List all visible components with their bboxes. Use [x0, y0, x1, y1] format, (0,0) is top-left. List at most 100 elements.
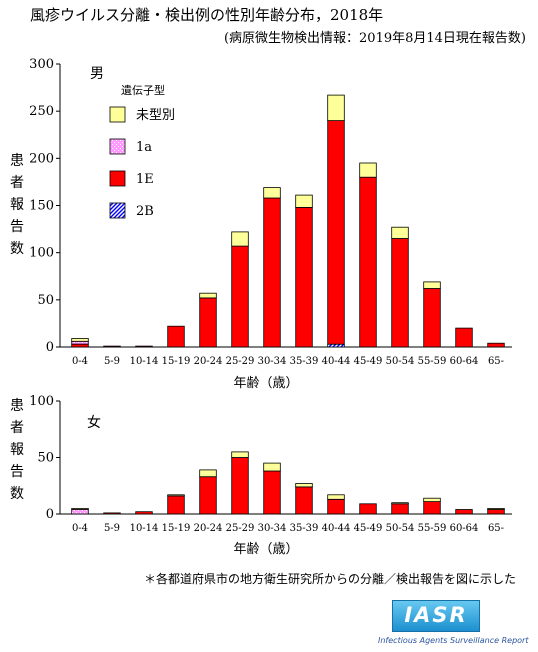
bar-1E-0-4 — [71, 343, 89, 348]
bar-1E-10-14 — [135, 511, 153, 515]
bar-unknown-65- — [487, 507, 505, 510]
x-tick-label: 30-34 — [258, 356, 287, 367]
bar-1a-0-4 — [71, 340, 89, 345]
legend-swatch-1a — [109, 138, 126, 155]
x-tick-label: 25-29 — [226, 523, 255, 534]
bar-unknown-45-49 — [359, 162, 377, 178]
bar-1E-5-9 — [103, 512, 121, 515]
legend-swatch-unknown — [109, 106, 126, 123]
bar-1E-40-44 — [327, 498, 345, 515]
iasr-logo: IASR — [392, 600, 480, 632]
bar-unknown-0-4 — [71, 507, 89, 510]
legend-swatch-1E — [109, 170, 126, 187]
female-panel: 0 50 100 0-4 5-9 10-14 15-19 20-24 25-29 30-34 35-… — [10, 394, 512, 557]
bar-unknown-30-34 — [263, 187, 281, 199]
bar-1E-60-64 — [455, 509, 473, 515]
bar-1E-30-34 — [263, 470, 281, 515]
x-tick-label: 50-54 — [386, 523, 415, 534]
x-tick-label: 65- — [488, 523, 504, 534]
x-tick-label: 15-19 — [162, 356, 191, 367]
bar-unknown-50-54 — [391, 502, 409, 505]
bar-unknown-55-59 — [423, 497, 441, 503]
bar-unknown-20-24 — [199, 292, 217, 299]
legend-entry-unknown: 未型別 — [136, 108, 175, 123]
x-tick-label: 55-59 — [418, 356, 447, 367]
x-axis-label: 年齢（歳） — [233, 542, 298, 557]
bar-unknown-30-34 — [263, 462, 281, 472]
y-tick-label: 250 — [29, 104, 54, 119]
x-tick-label: 40-44 — [322, 523, 351, 534]
x-tick-label: 30-34 — [258, 523, 287, 534]
x-tick-label: 60-64 — [450, 356, 479, 367]
x-tick-label: 0-4 — [72, 356, 88, 367]
bar-1E-15-19 — [167, 495, 185, 515]
bar-1E-55-59 — [423, 501, 441, 515]
x-axis-label: 年齢（歳） — [233, 376, 298, 391]
x-tick-label: 5-9 — [104, 523, 120, 534]
bar-unknown-25-29 — [231, 231, 249, 247]
footnote: ＊各都道府県市の地方衛生研究所からの分離／検出報告を図に示した — [143, 572, 516, 586]
legend-entry-1a: 1a — [136, 140, 152, 155]
y-tick-label: 50 — [37, 451, 54, 466]
y-axis-label: 患者報告数 — [10, 153, 24, 257]
y-tick-label: 150 — [29, 199, 54, 214]
panel-label: 男 — [90, 66, 104, 82]
x-tick-label: 40-44 — [322, 356, 351, 367]
logo-text: IASR — [404, 603, 468, 627]
bar-1E-25-29 — [231, 245, 249, 348]
x-tick-label: 10-14 — [130, 523, 159, 534]
x-tick-label: 15-19 — [162, 523, 191, 534]
bar-1E-15-19 — [167, 325, 185, 348]
y-tick-label: 200 — [29, 151, 54, 166]
legend-title: 遺伝子型 — [121, 83, 165, 97]
chart-subtitle: (病原微生物検出情報：2019年8月14日現在報告数) — [223, 31, 526, 46]
bar-1E-65- — [487, 342, 505, 348]
x-tick-label: 25-29 — [226, 356, 255, 367]
x-tick-label: 45-49 — [354, 356, 383, 367]
x-tick-label: 45-49 — [354, 523, 383, 534]
x-tick-label: 20-24 — [194, 356, 223, 367]
y-tick-label: 0 — [46, 507, 54, 522]
bar-1E-25-29 — [231, 457, 249, 515]
bar-1E-40-44 — [327, 120, 345, 345]
y-tick-label: 100 — [29, 394, 54, 409]
bar-unknown-25-29 — [231, 451, 249, 458]
y-tick-label: 300 — [29, 57, 54, 72]
x-tick-label: 20-24 — [194, 523, 223, 534]
bar-unknown-0-4 — [71, 338, 89, 342]
bar-unknown-40-44 — [327, 494, 345, 500]
bar-unknown-15-19 — [167, 494, 185, 497]
x-tick-label: 10-14 — [130, 356, 159, 367]
bar-1E-65- — [487, 509, 505, 515]
bar-1E-35-39 — [295, 486, 313, 515]
bar-1E-60-64 — [455, 327, 473, 348]
bar-1E-50-54 — [391, 238, 409, 348]
bar-1E-45-49 — [359, 503, 377, 515]
bar-unknown-40-44 — [327, 94, 345, 121]
y-tick-label: 50 — [37, 293, 54, 308]
bar-unknown-35-39 — [295, 483, 313, 488]
bar-1E-55-59 — [423, 288, 441, 348]
bar-1E-30-34 — [263, 197, 281, 348]
legend-entry-2B: 2B — [136, 204, 154, 219]
bar-1E-5-9 — [103, 345, 121, 348]
logo-subtitle: Infectious Agents Surveillance Report — [378, 636, 529, 645]
legend-entry-1E: 1E — [136, 172, 154, 187]
legend-swatch-2B — [109, 202, 126, 219]
x-tick-label: 35-39 — [290, 356, 319, 367]
bar-1E-10-14 — [135, 345, 153, 348]
bar-1E-45-49 — [359, 176, 377, 348]
panel-label: 女 — [87, 414, 101, 431]
x-tick-label: 55-59 — [418, 523, 447, 534]
x-tick-label: 0-4 — [72, 523, 88, 534]
x-tick-label: 5-9 — [104, 356, 120, 367]
bar-unknown-35-39 — [295, 194, 313, 208]
y-axis-label: 患者報告数 — [10, 398, 24, 502]
bar-unknown-20-24 — [199, 469, 217, 478]
bar-1E-50-54 — [391, 503, 409, 515]
bar-1E-20-24 — [199, 476, 217, 515]
bar-1a-0-4 — [71, 509, 89, 515]
y-tick-label: 100 — [29, 246, 54, 261]
